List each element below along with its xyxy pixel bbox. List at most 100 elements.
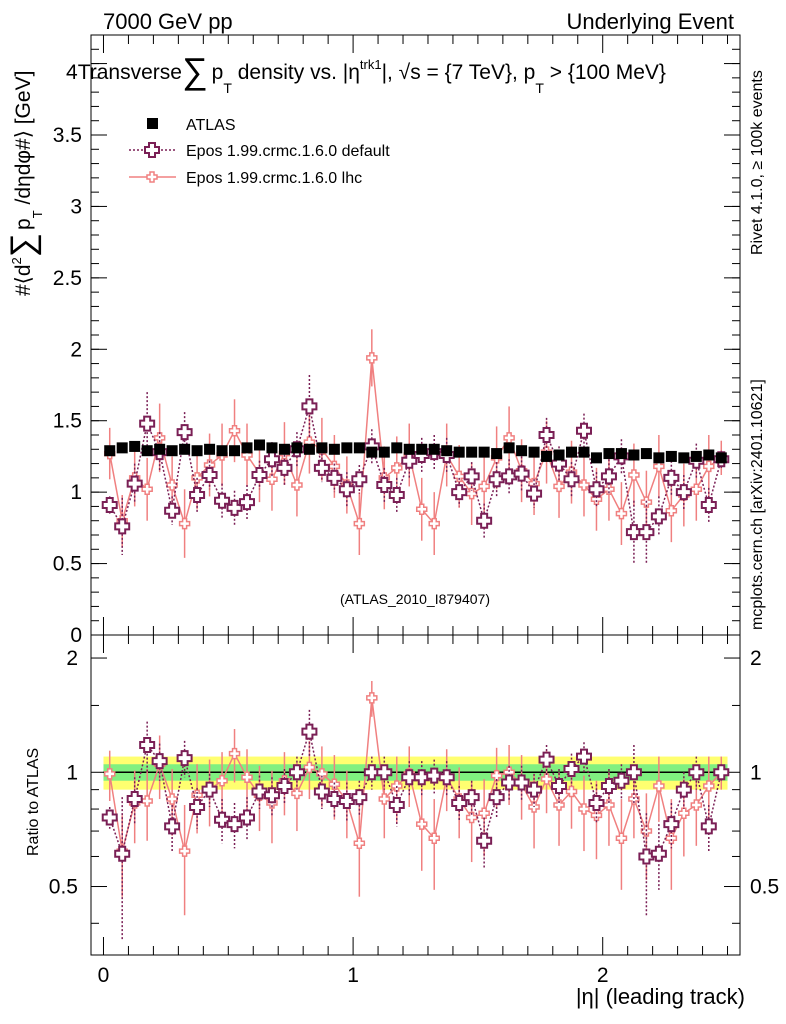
main-ylabel: #⟨d2∑ pT /dηdφ#⟩ [GeV]: [4, 71, 45, 296]
atlas-series: [104, 439, 727, 464]
legend-atlas-label: ATLAS: [186, 117, 236, 134]
atlas-point: [154, 443, 166, 455]
ylabel-d: p: [12, 218, 35, 230]
ratio-default-point: [251, 783, 268, 800]
atlas-point: [715, 452, 727, 464]
main-y-tick-label: 3.5: [53, 124, 82, 147]
ratio-default-point: [526, 781, 543, 798]
ratio-default-point: [588, 794, 605, 811]
atlas-point: [141, 445, 153, 457]
atlas-point: [204, 443, 216, 455]
atlas-point: [253, 439, 265, 451]
ratio-y-tick-label: 2: [66, 647, 78, 670]
ratio-lhc-point: [316, 768, 328, 780]
default-point: [251, 467, 268, 483]
main-title: 4Transverse∑ pT density vs. |ηtrk1|, √s =…: [66, 50, 666, 96]
ratio-default-point: [451, 794, 468, 811]
ratio-default-point: [600, 778, 617, 795]
ratio-lhc-point: [353, 837, 366, 850]
legend-lhc-label: Epos 1.99.crmc.1.6.0 lhc: [186, 170, 362, 187]
ratio-y-ticks: 0.5 0.5 1 1 2 2: [49, 647, 779, 924]
ratio-lhc-point: [428, 832, 440, 845]
atlas-point: [491, 448, 503, 460]
ratio-default-point: [176, 750, 193, 767]
default-point: [351, 471, 368, 488]
ratio-lhc-point: [678, 807, 690, 819]
lhc-point: [503, 432, 515, 444]
ratio-default-point: [376, 764, 393, 781]
default-point: [301, 398, 318, 415]
atlas-point: [503, 442, 515, 454]
lhc-point: [703, 460, 715, 473]
ratio-default-point: [638, 848, 655, 865]
main-y-tick-label: 0: [70, 624, 82, 647]
atlas-point: [353, 442, 365, 454]
default-point: [575, 422, 592, 439]
default-point: [588, 481, 605, 498]
default-point: [214, 492, 231, 509]
ratio-default-point: [276, 778, 293, 795]
ratio-default-point: [463, 789, 480, 806]
ratio-lhc-point: [478, 807, 490, 819]
ratio-lhc-point: [291, 787, 303, 800]
ratio-default-point: [563, 761, 580, 778]
ratio-lhc-point: [615, 832, 628, 845]
atlas-point: [690, 450, 702, 462]
ratio-default-point: [613, 772, 630, 789]
default-point: [451, 484, 468, 501]
ratio-default-point: [575, 748, 592, 765]
ratio-lhc-point: [103, 768, 116, 780]
default-point: [700, 497, 717, 513]
default-point: [226, 499, 243, 516]
main-x-ticks: [102, 35, 729, 635]
atlas-point: [466, 446, 478, 458]
ratio-default-point: [351, 789, 368, 806]
ratio-default-point: [101, 809, 118, 826]
main-y-tick-label: 2: [70, 338, 82, 361]
ratio-lhc-point: [378, 793, 391, 805]
atlas-point: [615, 448, 627, 460]
ylabel-b: 2: [9, 257, 24, 264]
atlas-point: [241, 442, 253, 454]
ratio-default-point: [501, 774, 518, 791]
lhc-point: [478, 480, 490, 493]
ratio-default-point: [338, 793, 355, 810]
ratio-default-point: [538, 751, 555, 768]
main-y-ticks: 0 0.5 1 1.5 2 2.5 3 3.5: [53, 34, 740, 647]
title-tail: |, √s = {7 TeV}, p: [382, 61, 536, 84]
default-point: [675, 484, 692, 501]
main-y-tick-label: 1: [70, 481, 82, 504]
ratio-lhc-point: [216, 774, 228, 787]
ratio-default-point: [263, 787, 280, 804]
atlas-point: [453, 446, 465, 458]
default-point: [501, 468, 518, 485]
default-point: [263, 451, 280, 468]
ratio-default-point: [663, 816, 680, 833]
ratio-lhc-point: [366, 692, 378, 704]
atlas-point: [578, 446, 590, 458]
atlas-point: [441, 445, 453, 457]
ratio-lhc-point: [528, 801, 540, 813]
atlas-point: [316, 442, 328, 454]
atlas-point: [665, 450, 677, 462]
x-axis-label: |η| (leading track): [576, 984, 745, 1009]
atlas-point: [129, 440, 141, 452]
ratio-lhc-point: [166, 793, 178, 805]
default-point: [201, 467, 218, 483]
ratio-default-point: [551, 778, 568, 795]
ratio-lhc-point: [465, 811, 478, 824]
ratio-lhc-point: [690, 799, 703, 811]
ratio-lhc-point: [653, 780, 665, 792]
lhc-point: [366, 352, 378, 364]
ratio-default-point: [189, 799, 206, 816]
ratio-default-point: [126, 791, 143, 808]
atlas-point: [553, 449, 565, 461]
atlas-point: [678, 452, 690, 464]
ratio-y-tick-label: 1: [66, 761, 78, 784]
default-point: [638, 524, 655, 541]
title-sum: ∑: [182, 50, 208, 91]
ratio-default-series: [101, 709, 730, 941]
x-tick-label: 1: [347, 964, 359, 987]
atlas-point: [628, 449, 640, 461]
x-tick-label: 0: [98, 964, 110, 987]
